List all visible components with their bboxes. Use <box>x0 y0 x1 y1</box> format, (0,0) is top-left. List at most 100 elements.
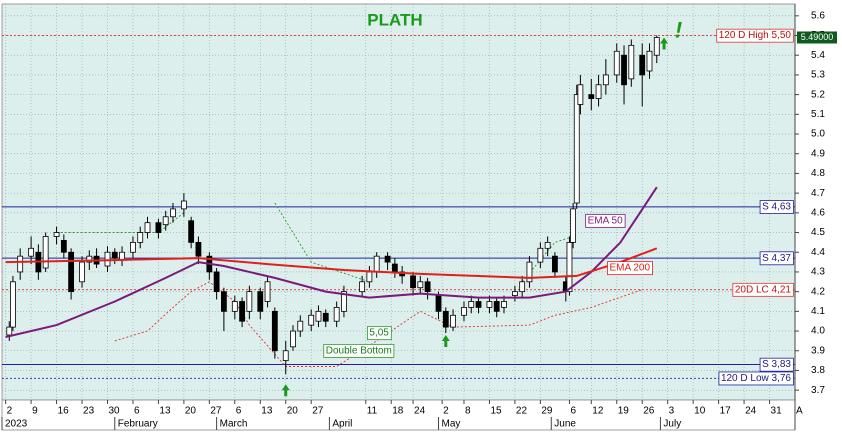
candle-body <box>613 50 620 76</box>
candle-body <box>257 291 264 312</box>
candle-body <box>290 330 296 348</box>
candle-body <box>410 275 416 289</box>
candle-body <box>315 310 322 322</box>
dotted-line <box>114 281 643 367</box>
candle-body <box>53 232 60 237</box>
x-tick-label: 13 <box>261 406 273 417</box>
candle-body <box>86 255 93 263</box>
candle-body <box>595 84 602 99</box>
candle-body <box>417 281 424 289</box>
x-tick-label: 31 <box>771 406 783 417</box>
candle-body <box>297 320 304 332</box>
y-tick-label: 4.2 <box>811 286 825 297</box>
x-tick-label: 20 <box>287 406 299 417</box>
price-tag-label: 5.49000 <box>801 32 834 42</box>
candle-body <box>322 312 329 322</box>
candle-body <box>544 241 551 249</box>
level-label: 120 D Low 3,76 <box>721 373 791 384</box>
x-tick-label: 30 <box>108 406 120 417</box>
month-label: April <box>332 419 352 430</box>
candle-body <box>424 281 431 293</box>
candle-body <box>646 50 653 72</box>
x-tick-label: 15 <box>490 406 502 417</box>
candle-body <box>628 44 635 80</box>
level-label: 120 D High 5,50 <box>719 30 792 41</box>
candle-body <box>566 241 573 293</box>
candle-body <box>468 301 475 308</box>
x-tick-label: 20 <box>185 406 197 417</box>
y-tick-label: 4.9 <box>811 148 825 159</box>
series-label: EMA 200 <box>609 263 650 274</box>
candle-body <box>435 295 442 312</box>
candle-body <box>573 94 580 204</box>
arrow <box>441 334 450 347</box>
ema-line <box>5 247 658 279</box>
candle-body <box>162 216 169 226</box>
chart-title: PLATH <box>367 10 422 29</box>
x-tick-label: 10 <box>694 406 706 417</box>
level-label-box <box>759 357 794 372</box>
y-tick-label: 5.4 <box>811 50 825 61</box>
candle-body <box>231 301 238 312</box>
candle-body <box>17 255 24 273</box>
x-tick-label: 13 <box>159 406 171 417</box>
x-tick-label: 18 <box>392 406 404 417</box>
x-axis-band <box>1 399 796 431</box>
series-label-box <box>607 261 653 276</box>
candle-body <box>391 263 398 273</box>
y-tick-label: 5.0 <box>811 129 825 140</box>
candle-body <box>552 255 558 273</box>
candle-body <box>104 251 111 267</box>
month-label: May <box>442 419 461 430</box>
candle-body <box>512 291 518 296</box>
candle-body <box>6 326 13 336</box>
candle-body <box>282 350 289 361</box>
x-tick-label: 2 <box>7 406 13 417</box>
month-label: June <box>554 419 576 430</box>
y-tick-label: 5.2 <box>811 89 825 100</box>
y-tick-label: 4.4 <box>811 247 825 258</box>
annotation: Double Bottom <box>326 345 392 356</box>
candle-body <box>213 271 220 293</box>
price-tag <box>797 31 837 44</box>
marks <box>2 35 795 379</box>
x-tick-label: 11 <box>367 406 378 417</box>
candle-body <box>341 291 347 312</box>
candle-body <box>475 301 482 308</box>
x-tick-label: 24 <box>414 406 426 417</box>
candle-body <box>144 222 151 233</box>
annotation: 5,05 <box>369 328 389 339</box>
candle-body <box>359 281 366 293</box>
month-label: March <box>220 419 248 430</box>
candle-body <box>137 232 144 243</box>
y-tick-label: 4.3 <box>811 267 825 278</box>
level-label-box <box>718 371 794 386</box>
x-tick-label: 27 <box>312 406 324 417</box>
x-tick-label: 19 <box>618 406 630 417</box>
candle-body <box>155 222 162 233</box>
y-tick-label: 5.3 <box>811 70 825 81</box>
level-label: S 4,63 <box>762 202 791 213</box>
level-label-box <box>759 200 794 214</box>
candle-body <box>195 241 202 257</box>
month-label: February <box>118 419 158 430</box>
x-tick-label: 3 <box>669 406 675 417</box>
candle-body <box>493 301 500 312</box>
level-label-box <box>716 28 794 43</box>
y-tick-label: 5.6 <box>811 10 825 21</box>
y-tick-label: 3.8 <box>811 365 825 376</box>
candle-body <box>486 301 493 308</box>
candle-body <box>188 220 195 243</box>
candle-body <box>271 310 278 352</box>
candle-body <box>588 94 595 99</box>
x-tick-label: A <box>796 406 803 417</box>
candle-body <box>526 261 533 283</box>
month-label: 2023 <box>5 419 28 430</box>
candle-body <box>239 301 245 322</box>
candle-body <box>111 251 118 259</box>
arrow <box>281 384 290 397</box>
x-tick-label: 12 <box>592 406 604 417</box>
candle-body <box>60 240 67 253</box>
x-tick-label: 9 <box>32 406 38 417</box>
